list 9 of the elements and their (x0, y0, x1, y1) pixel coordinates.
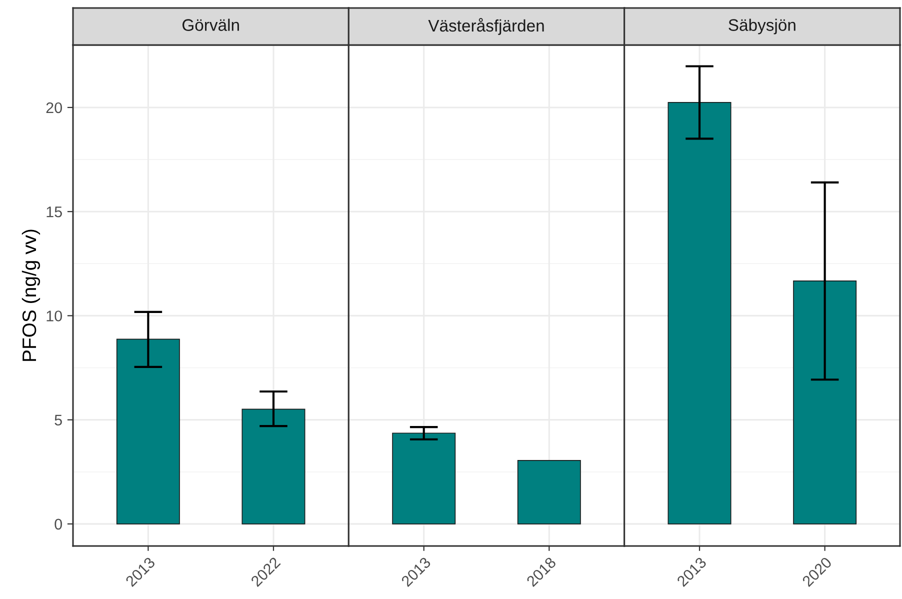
y-axis-title: PFOS (ng/g vv) (22, 230, 40, 361)
chart-title: Görväln (182, 18, 239, 31)
y-tick-label: 20 (46, 102, 62, 114)
y-tick-label: 0 (54, 518, 62, 530)
y-tick-label: 15 (46, 206, 62, 218)
y-tick-label: 10 (46, 310, 62, 322)
chart-title: Västeråsfjärden (428, 18, 544, 35)
y-tick-label: 5 (54, 414, 62, 426)
chart-title: Säbysjön (728, 18, 796, 34)
